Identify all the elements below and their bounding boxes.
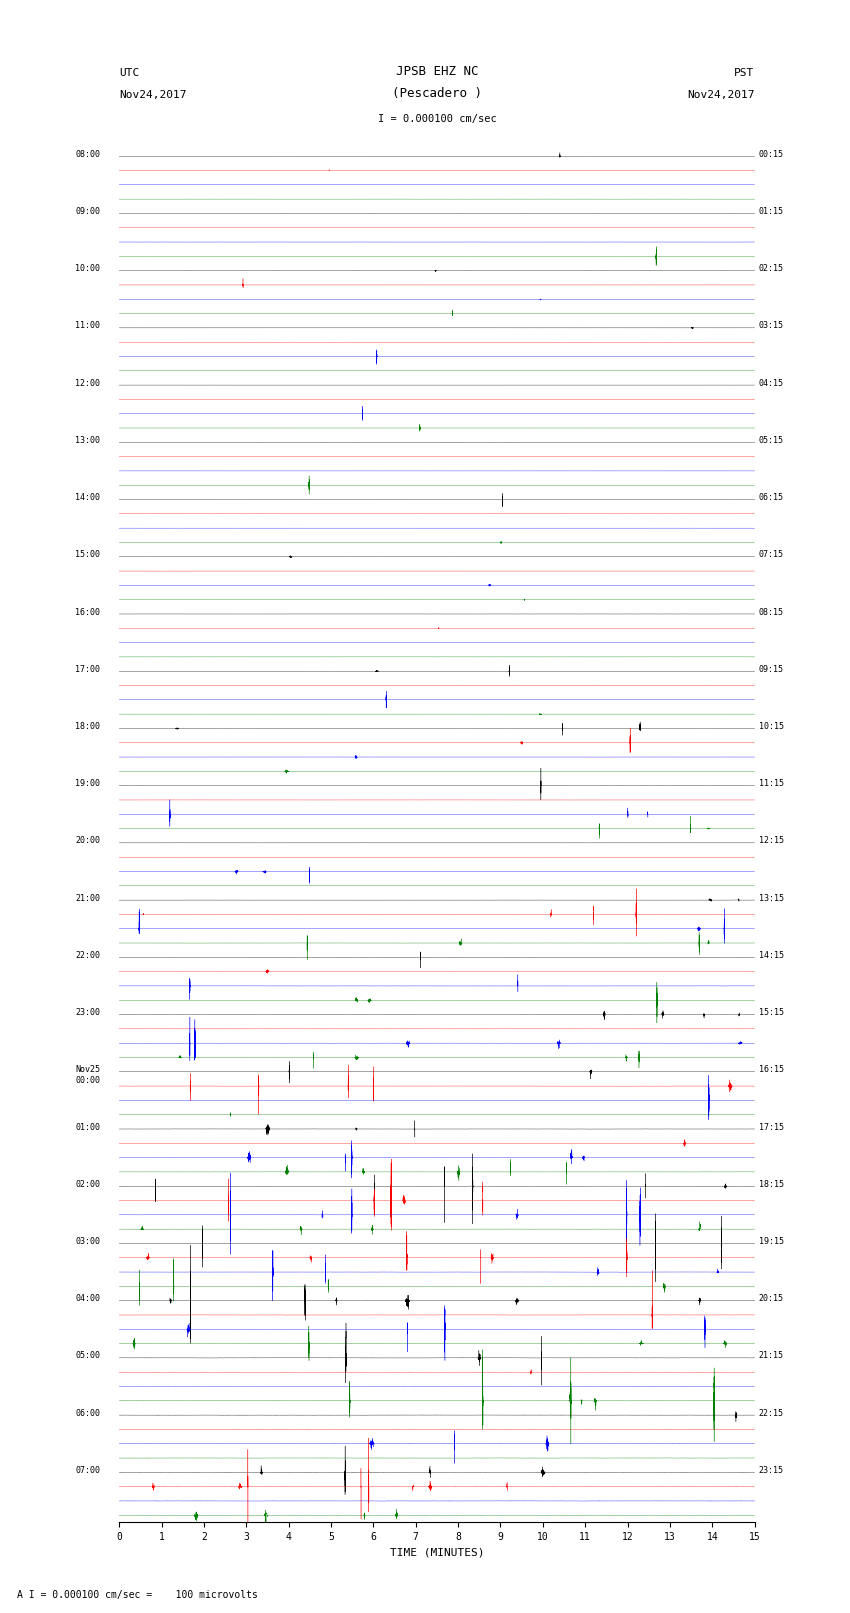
Text: 13:15: 13:15 (759, 894, 784, 903)
Text: (Pescadero ): (Pescadero ) (392, 87, 482, 100)
Text: 01:15: 01:15 (759, 206, 784, 216)
Text: 03:15: 03:15 (759, 321, 784, 331)
Text: I = 0.000100 cm/sec: I = 0.000100 cm/sec (377, 115, 496, 124)
Text: 22:00: 22:00 (75, 952, 100, 960)
Text: A I = 0.000100 cm/sec =    100 microvolts: A I = 0.000100 cm/sec = 100 microvolts (17, 1590, 258, 1600)
Text: 06:00: 06:00 (75, 1408, 100, 1418)
Text: 13:00: 13:00 (75, 436, 100, 445)
Text: 12:15: 12:15 (759, 837, 784, 845)
Text: 16:15: 16:15 (759, 1065, 784, 1074)
Text: 04:15: 04:15 (759, 379, 784, 387)
Text: 15:15: 15:15 (759, 1008, 784, 1018)
Text: 14:00: 14:00 (75, 494, 100, 502)
Text: 06:15: 06:15 (759, 494, 784, 502)
Text: PST: PST (734, 68, 755, 77)
Text: 08:15: 08:15 (759, 608, 784, 616)
Text: 21:00: 21:00 (75, 894, 100, 903)
Text: 02:00: 02:00 (75, 1179, 100, 1189)
Text: 21:15: 21:15 (759, 1352, 784, 1360)
Text: UTC: UTC (119, 68, 139, 77)
Text: 17:15: 17:15 (759, 1123, 784, 1132)
Text: 02:15: 02:15 (759, 265, 784, 273)
Text: 05:00: 05:00 (75, 1352, 100, 1360)
Text: 04:00: 04:00 (75, 1294, 100, 1303)
Text: 19:00: 19:00 (75, 779, 100, 789)
Text: 08:00: 08:00 (75, 150, 100, 158)
X-axis label: TIME (MINUTES): TIME (MINUTES) (389, 1548, 484, 1558)
Text: 10:15: 10:15 (759, 723, 784, 731)
Text: 19:15: 19:15 (759, 1237, 784, 1245)
Text: 16:00: 16:00 (75, 608, 100, 616)
Text: 07:15: 07:15 (759, 550, 784, 560)
Text: 00:15: 00:15 (759, 150, 784, 158)
Text: 15:00: 15:00 (75, 550, 100, 560)
Text: 05:15: 05:15 (759, 436, 784, 445)
Text: 22:15: 22:15 (759, 1408, 784, 1418)
Text: 18:15: 18:15 (759, 1179, 784, 1189)
Text: 01:00: 01:00 (75, 1123, 100, 1132)
Text: 23:00: 23:00 (75, 1008, 100, 1018)
Text: 10:00: 10:00 (75, 265, 100, 273)
Text: 09:00: 09:00 (75, 206, 100, 216)
Text: 18:00: 18:00 (75, 723, 100, 731)
Text: 14:15: 14:15 (759, 952, 784, 960)
Text: 20:00: 20:00 (75, 837, 100, 845)
Text: JPSB EHZ NC: JPSB EHZ NC (396, 65, 479, 77)
Text: Nov24,2017: Nov24,2017 (687, 90, 755, 100)
Text: 11:00: 11:00 (75, 321, 100, 331)
Text: Nov24,2017: Nov24,2017 (119, 90, 187, 100)
Text: 03:00: 03:00 (75, 1237, 100, 1245)
Text: 20:15: 20:15 (759, 1294, 784, 1303)
Text: Nov25
00:00: Nov25 00:00 (75, 1065, 100, 1084)
Text: 07:00: 07:00 (75, 1466, 100, 1474)
Text: 17:00: 17:00 (75, 665, 100, 674)
Text: 09:15: 09:15 (759, 665, 784, 674)
Text: 23:15: 23:15 (759, 1466, 784, 1474)
Text: 11:15: 11:15 (759, 779, 784, 789)
Text: 12:00: 12:00 (75, 379, 100, 387)
